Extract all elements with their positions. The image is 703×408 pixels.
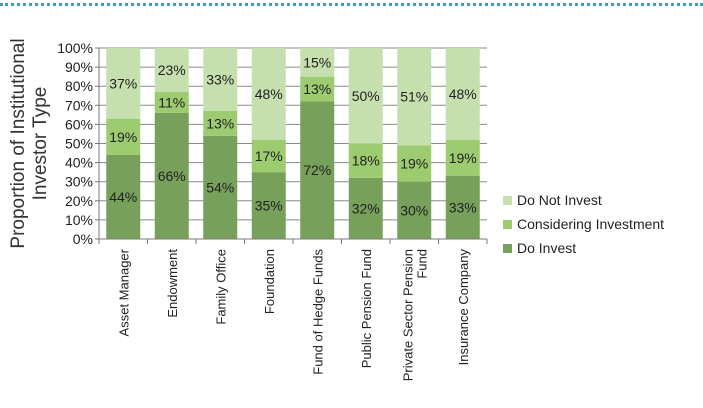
y-tick-label: 60% <box>65 116 93 132</box>
legend-label: Do Invest <box>517 240 576 256</box>
bar-segment <box>348 48 383 144</box>
bar-segment <box>445 48 480 140</box>
y-tick-label: 90% <box>65 59 93 75</box>
bar-segment <box>154 91 189 113</box>
y-axis-title-line: Proportion of Institutional <box>8 38 29 248</box>
top-dotted-border <box>0 3 703 6</box>
data-label: 54% <box>206 179 234 195</box>
data-label: 19% <box>400 156 428 172</box>
data-label: 48% <box>255 86 283 102</box>
data-label: 66% <box>158 168 186 184</box>
bars <box>106 48 480 239</box>
data-label: 37% <box>109 75 137 91</box>
category-label: Foundation <box>262 249 277 314</box>
category-label: Public Pension Fund <box>359 249 374 368</box>
legend-swatch <box>503 220 512 229</box>
bar-segment <box>203 135 238 239</box>
bar-segment <box>300 48 335 77</box>
category-labels: Asset Manager Endowment Family Office Found… <box>116 248 471 381</box>
legend-swatch <box>503 244 512 253</box>
y-tick-label: 0% <box>73 231 93 247</box>
data-labels: 44% 19% 37% 66% 11% 23% 54% 13% 33% 35% 17% 48% 72% 1… <box>109 54 477 218</box>
category-label: Family Office <box>213 249 228 325</box>
bar-segment <box>251 172 286 239</box>
data-label: 48% <box>449 86 477 102</box>
data-label: 33% <box>206 72 234 88</box>
data-label: 35% <box>255 198 283 214</box>
bar-segment <box>106 118 141 155</box>
data-label: 30% <box>400 202 428 218</box>
bar-segment <box>397 181 432 239</box>
bar-segment <box>397 145 432 182</box>
bar-segment <box>251 48 286 140</box>
category-label: Fund <box>414 249 429 279</box>
data-label: 19% <box>449 150 477 166</box>
data-label: 44% <box>109 189 137 205</box>
bar-segment <box>106 154 141 239</box>
legend: Do Not Invest Considering Investment Do In… <box>503 192 664 256</box>
y-tick-labels: 0% 10% 20% 30% 40% 50% 60% 70% 80% 90% 100% <box>57 40 93 247</box>
category-label: Insurance Company <box>456 249 471 366</box>
bar-segment <box>445 139 480 176</box>
bar-segment <box>251 139 286 173</box>
y-tick-label: 20% <box>65 193 93 209</box>
bar-segment <box>348 177 383 239</box>
y-tick-label: 100% <box>57 40 93 56</box>
category-label: Fund of Hedge Funds <box>310 249 325 375</box>
y-tick-label: 50% <box>65 136 93 152</box>
data-label: 18% <box>352 153 380 169</box>
y-axis-title: Proportion of Institutional Investor Type <box>8 38 51 248</box>
category-label: Endowment <box>165 249 180 318</box>
y-tick-label: 10% <box>65 212 93 228</box>
data-label: 13% <box>303 81 331 97</box>
axes <box>95 47 488 244</box>
legend-label: Do Not Invest <box>517 192 602 208</box>
data-label: 11% <box>158 94 185 110</box>
y-tick-label: 30% <box>65 174 93 190</box>
y-axis-title-line: Investor Type <box>30 87 51 201</box>
category-label: Private Sector Pension <box>400 249 415 381</box>
data-label: 19% <box>109 129 137 145</box>
data-label: 50% <box>352 88 380 104</box>
bar-segment <box>397 48 432 146</box>
category-label: Asset Manager <box>116 248 131 336</box>
bar-segment <box>300 76 335 102</box>
bar-segment <box>203 111 238 136</box>
data-label: 17% <box>255 148 283 164</box>
data-label: 23% <box>158 62 186 78</box>
bar-segment <box>203 48 238 112</box>
bar-segment <box>154 112 189 239</box>
data-label: 33% <box>449 199 477 215</box>
data-label: 15% <box>303 54 331 70</box>
data-label: 13% <box>206 115 234 131</box>
y-tick-label: 80% <box>65 78 93 94</box>
bar-segment <box>348 143 383 178</box>
bar-segment <box>300 101 335 239</box>
data-label: 32% <box>352 200 380 216</box>
bar-segment <box>154 48 189 92</box>
legend-swatch <box>503 196 512 205</box>
data-label: 51% <box>400 89 428 105</box>
bar-segment <box>106 48 141 119</box>
y-tick-label: 40% <box>65 155 93 171</box>
data-label: 72% <box>303 162 331 178</box>
legend-label: Considering Investment <box>517 216 664 232</box>
bar-segment <box>445 175 480 239</box>
y-tick-label: 70% <box>65 97 93 113</box>
